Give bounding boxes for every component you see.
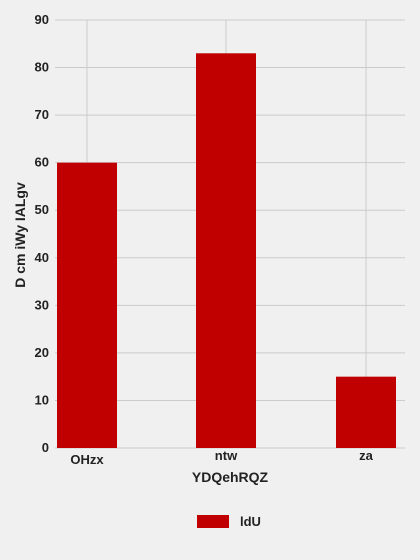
legend-label: ldU xyxy=(240,513,261,529)
bar-za xyxy=(336,376,396,448)
y-tick-label: 0 xyxy=(42,440,49,455)
bars xyxy=(57,53,396,449)
y-tick-label: 60 xyxy=(35,155,49,170)
x-axis-label: YDQehRQZ xyxy=(192,469,269,485)
y-tick-label: 40 xyxy=(35,250,49,265)
bar-OHzx xyxy=(57,162,117,448)
legend-swatch xyxy=(197,514,229,528)
y-tick-label: 70 xyxy=(35,107,49,122)
x-tick-label: OHzx xyxy=(70,452,104,467)
y-tick-labels: 0 10 20 30 40 50 60 70 80 90 xyxy=(35,12,49,455)
bar-ntw xyxy=(196,53,256,449)
y-axis-label: D cm iWy IALgv xyxy=(12,182,28,288)
y-tick-label: 80 xyxy=(35,60,49,75)
x-tick-label: ntw xyxy=(215,448,238,463)
y-tick-label: 20 xyxy=(35,345,49,360)
x-tick-label: za xyxy=(359,448,374,463)
y-tick-label: 10 xyxy=(35,392,49,407)
y-tick-label: 90 xyxy=(35,12,49,27)
y-tick-label: 30 xyxy=(35,297,49,312)
x-tick-labels: OHzx ntw za xyxy=(70,448,373,467)
legend: ldU xyxy=(197,511,261,531)
y-tick-label: 50 xyxy=(35,202,49,217)
